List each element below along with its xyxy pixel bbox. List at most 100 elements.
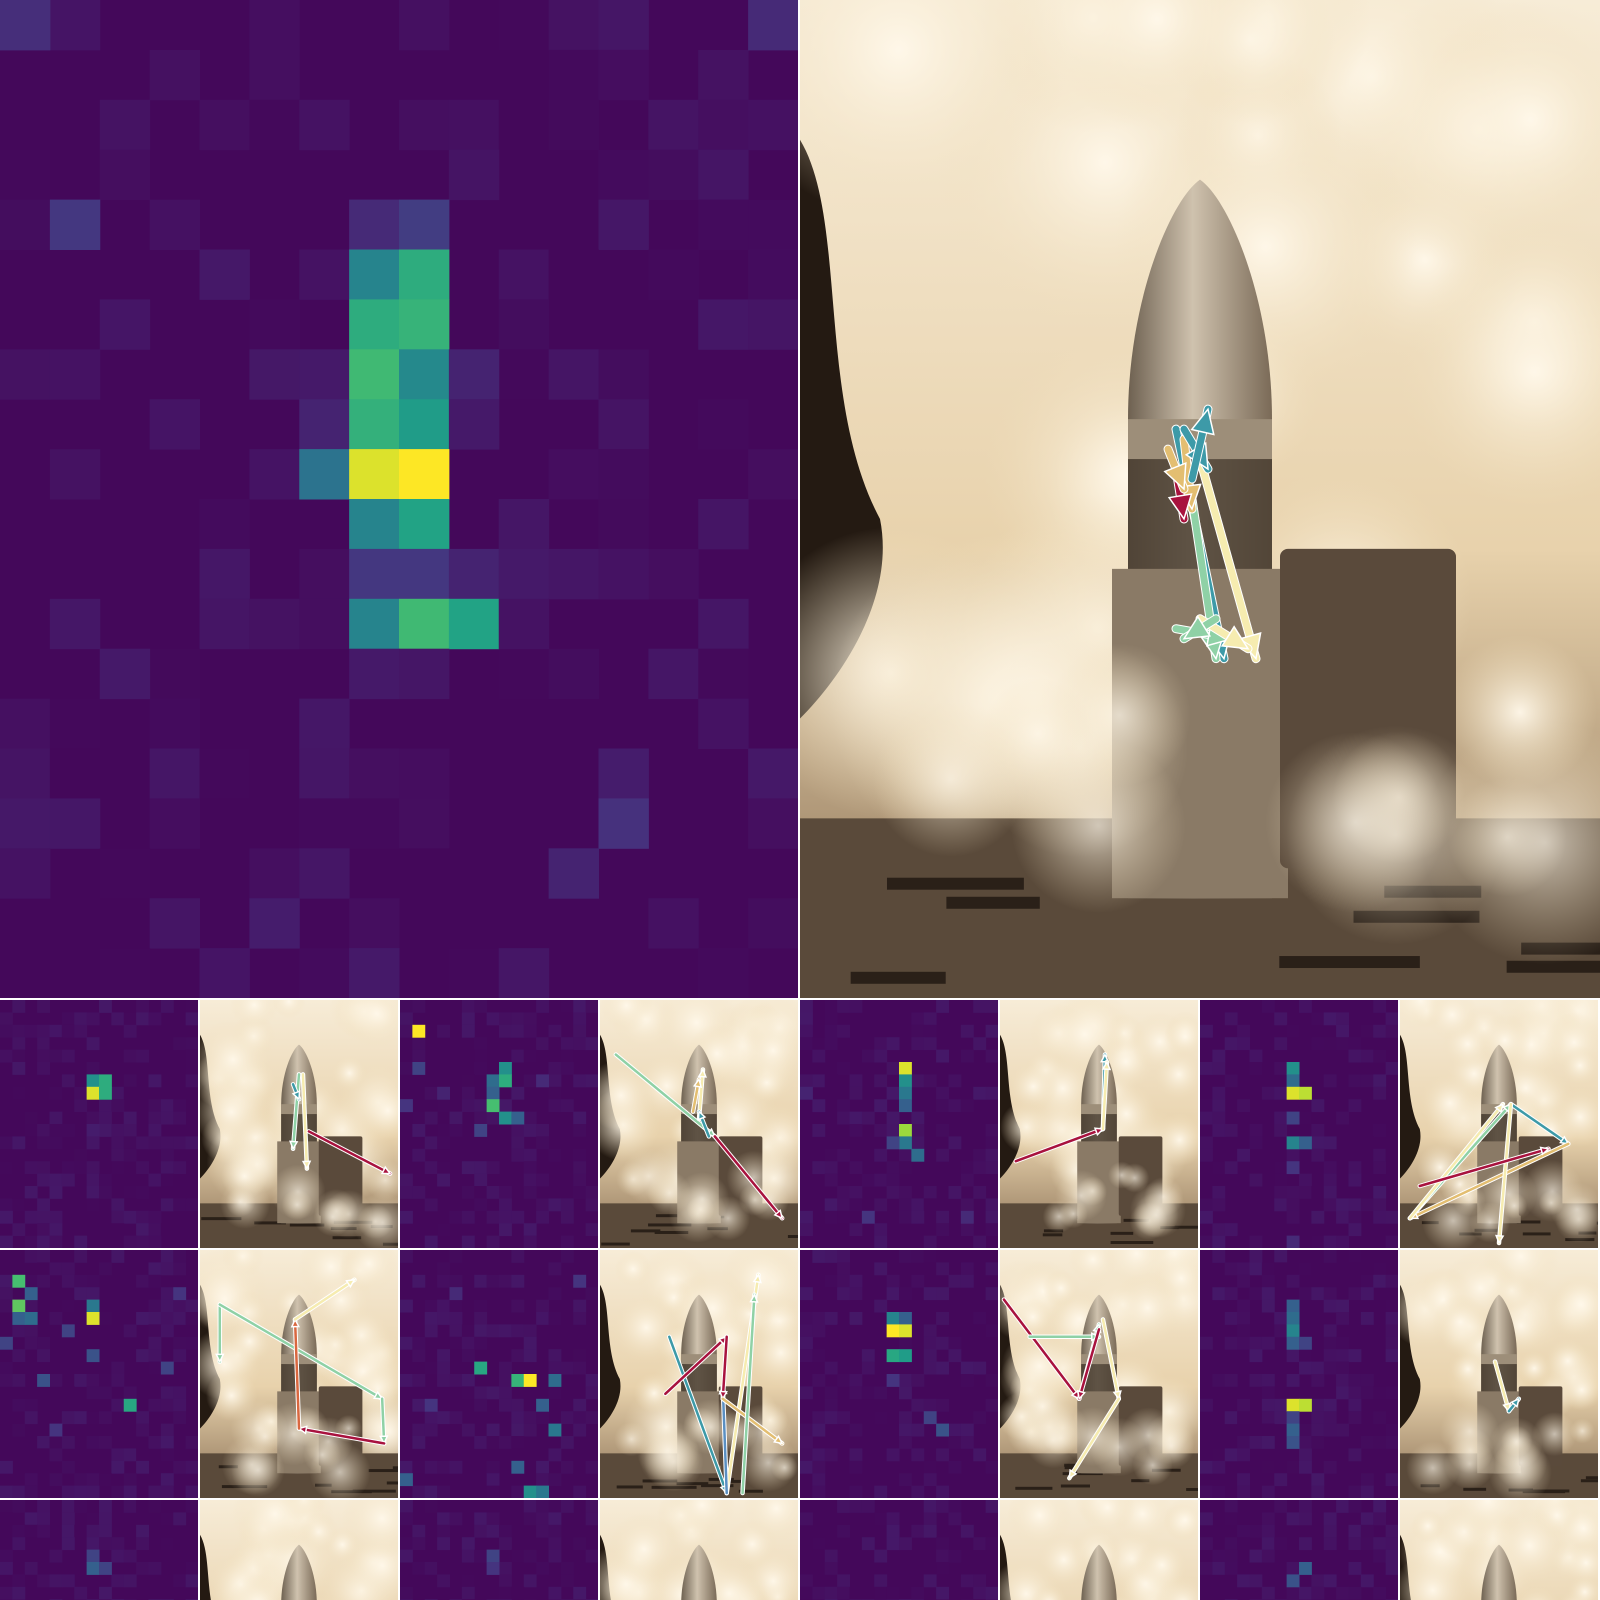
heatmap-cell [973, 1235, 987, 1248]
heatmap-cell [499, 1024, 512, 1038]
heatmap-cell [1200, 1062, 1213, 1075]
heatmap-cell [199, 598, 250, 650]
heatmap-cell [973, 1312, 987, 1325]
heatmap-cell [1373, 1274, 1387, 1288]
heatmap-cell [536, 1299, 549, 1313]
heatmap-cell [573, 1312, 587, 1325]
heatmap-cell [1373, 1549, 1387, 1563]
heatmap-cell [1323, 1299, 1337, 1313]
heatmap-cell [49, 748, 101, 799]
heatmap-cell [800, 1287, 813, 1301]
heatmap-cell [1237, 1398, 1250, 1412]
heatmap-cell [923, 1524, 937, 1538]
arrow-head-icon [718, 1390, 728, 1401]
heatmap-cell [960, 1262, 974, 1276]
heatmap-cell [74, 1411, 88, 1425]
heatmap-cell [61, 1173, 75, 1187]
heatmap-cell [123, 1386, 137, 1400]
heatmap-cell [86, 1299, 100, 1313]
smoke-cloud [359, 1082, 398, 1139]
heatmap-cell [173, 1198, 187, 1212]
heatmap-cell [400, 1473, 413, 1487]
heatmap-cell [412, 1562, 426, 1575]
heatmap-cell [499, 1099, 512, 1113]
heatmap-cell [536, 1312, 549, 1325]
smoke-cloud [1562, 1507, 1598, 1550]
heatmap-cell [886, 1136, 900, 1150]
attention-arrow [293, 1278, 356, 1321]
heatmap-cell [748, 449, 798, 500]
smoke-cloud [1550, 1087, 1598, 1147]
heatmap-cell [160, 1099, 174, 1113]
smoke-cloud [1439, 1401, 1500, 1462]
heatmap-cell [1311, 1012, 1325, 1026]
heatmap-cell [86, 1037, 100, 1051]
heatmap-cell [461, 1012, 475, 1026]
heatmap-cell [0, 698, 51, 749]
heatmap-cell [474, 1549, 488, 1563]
smoke-cloud [742, 1500, 798, 1542]
heatmap-cell [12, 1324, 26, 1338]
heatmap-cell [1212, 1161, 1226, 1175]
heatmap-cell [424, 1562, 438, 1575]
heatmap-cell [86, 1111, 100, 1125]
heatmap-cell [548, 1262, 562, 1276]
heatmap-cell [1336, 1336, 1349, 1350]
heatmap-cell [136, 1235, 149, 1248]
heatmap-cell [111, 1448, 125, 1462]
heatmap-cell [1224, 1074, 1238, 1088]
heatmap-cell [437, 1136, 450, 1150]
heatmap-cell [1311, 1411, 1325, 1425]
deck-rail [738, 1489, 763, 1493]
heatmap-cell [1323, 1524, 1337, 1538]
heatmap-cell [0, 1586, 13, 1600]
heatmap-cell [824, 1448, 838, 1462]
heatmap-cell [0, 149, 51, 201]
heatmap-cell [1385, 1336, 1398, 1350]
attention-arrow [1493, 1360, 1511, 1413]
heatmap-cell [936, 1312, 949, 1325]
heatmap-cell [1311, 1136, 1325, 1150]
heatmap-cell [474, 1312, 488, 1325]
heatmap-cell [148, 1312, 162, 1325]
heatmap-cell [474, 1161, 488, 1175]
heatmap-cell [1323, 1037, 1337, 1051]
heatmap-cell [573, 1537, 587, 1551]
deck-rail [352, 1489, 396, 1493]
heatmap-cell [1348, 1198, 1362, 1212]
heatmap-cell [74, 1500, 88, 1513]
heatmap-cell [523, 1173, 537, 1187]
heatmap-cell [249, 49, 300, 101]
heatmap-cell [800, 1074, 813, 1088]
heatmap-cell [111, 1086, 125, 1100]
heatmap-cell [148, 1361, 162, 1375]
heatmap-cell [499, 1274, 512, 1288]
heatmap-cell [837, 1524, 850, 1538]
smoke-cloud [1265, 732, 1446, 913]
heatmap-cell [1224, 1336, 1238, 1350]
heatmap-cell [886, 1324, 900, 1338]
heatmap-cell [936, 1500, 949, 1513]
heatmap-cell [1200, 1148, 1213, 1162]
heatmap-cell [585, 1411, 598, 1425]
attention-arrow [668, 1335, 728, 1495]
heatmap-cell [24, 1398, 38, 1412]
heatmap-cell [399, 249, 450, 300]
heatmap-cell [911, 1074, 925, 1088]
heatmap-cell [474, 1000, 488, 1013]
arrow-head-icon [752, 1273, 762, 1284]
heatmap-cell [461, 1537, 475, 1551]
heatmap-cell [424, 1423, 438, 1437]
heatmap-cell [960, 1049, 974, 1063]
heatmap-cell [0, 1460, 13, 1474]
heatmap-cell [960, 1173, 974, 1187]
heatmap-cell [136, 1210, 149, 1224]
heatmap-cell [800, 1586, 813, 1600]
heatmap-cell [812, 1448, 826, 1462]
heatmap-cell [49, 1423, 63, 1437]
heatmap-cell [886, 1161, 900, 1175]
heatmap-cell [899, 1312, 912, 1325]
heatmap-cell [874, 1411, 888, 1425]
heatmap-cell [1212, 1287, 1226, 1301]
heatmap-cell [985, 1324, 998, 1338]
